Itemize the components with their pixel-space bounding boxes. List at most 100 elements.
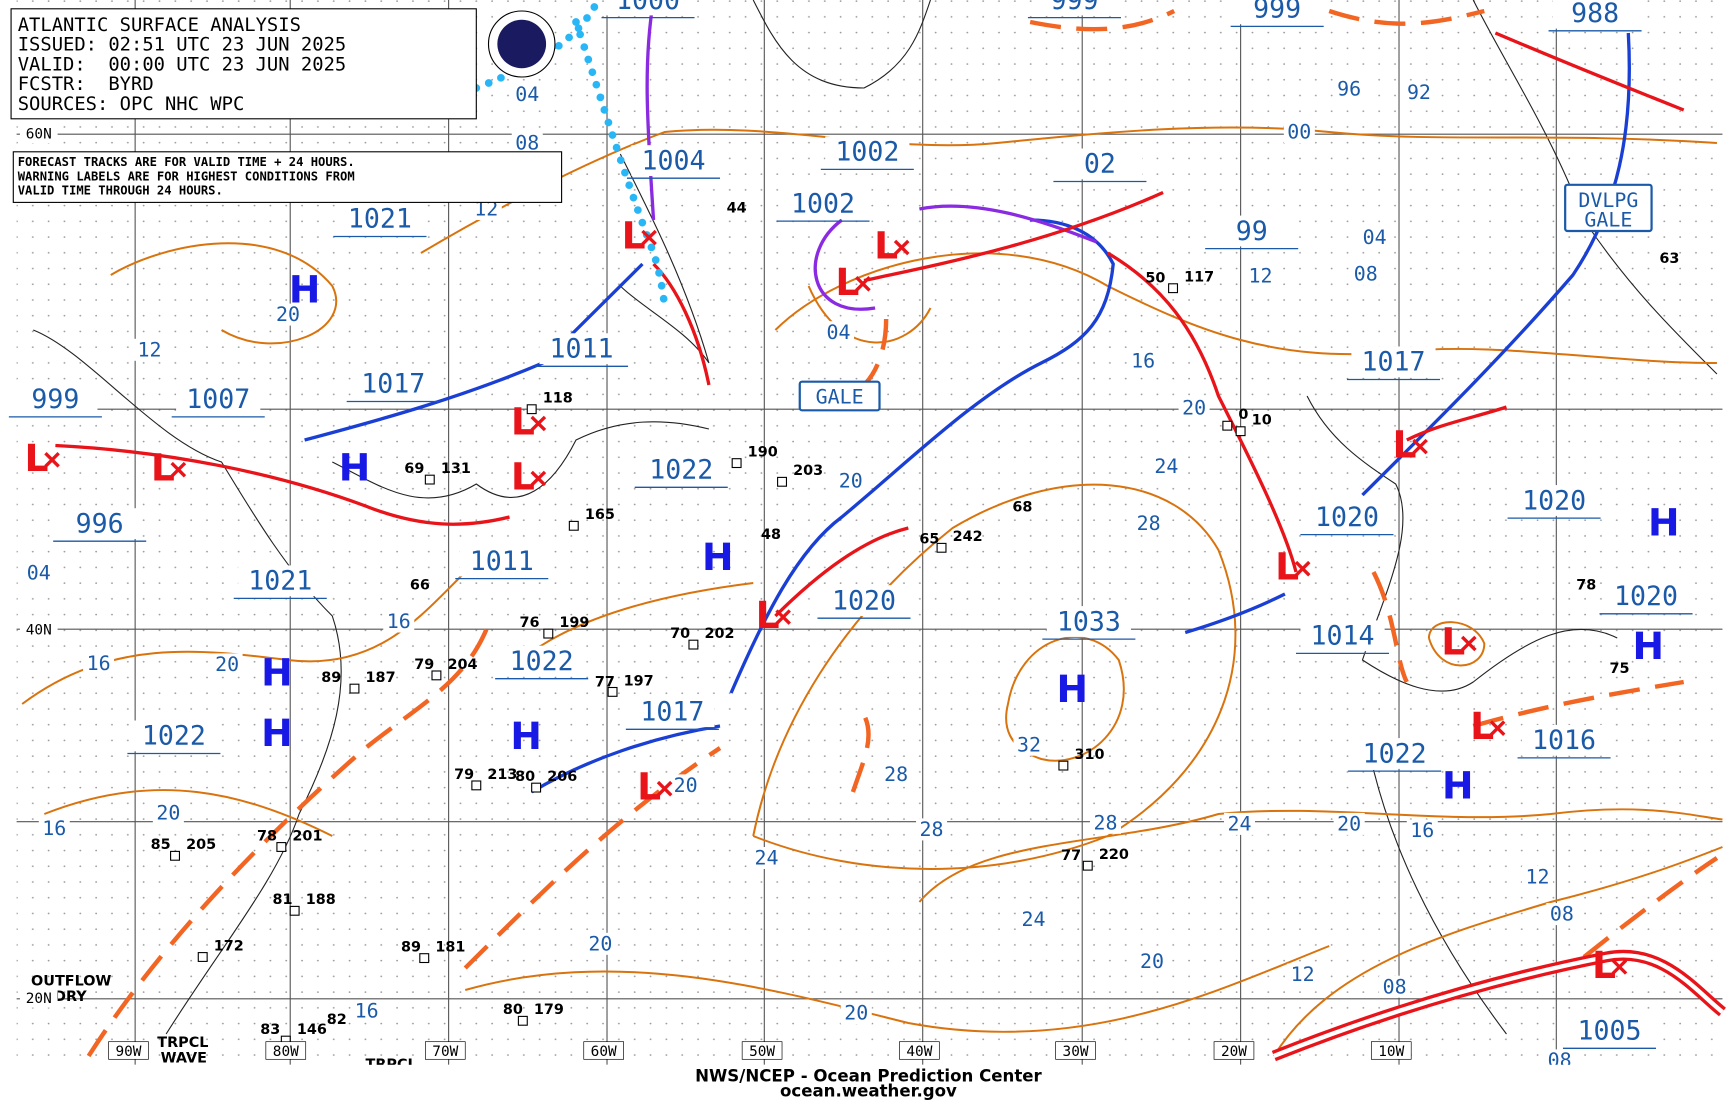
station-marker <box>607 686 618 697</box>
longitude-label: 40W <box>906 1044 932 1060</box>
label-bg <box>1235 0 1320 25</box>
pressure-label: 1005 <box>1577 1016 1641 1047</box>
station-marker <box>1235 426 1246 437</box>
pressure-label: 99 <box>1236 216 1268 247</box>
high-center: H <box>510 714 542 758</box>
station-temp: 75 <box>1609 661 1629 677</box>
axis-label-bg <box>741 1041 783 1060</box>
label-bg <box>1209 215 1294 247</box>
isobar-label: 20 <box>156 802 180 825</box>
station-marker <box>424 474 435 485</box>
station-temp: 79 <box>414 657 434 673</box>
isobar-label: 16 <box>1410 819 1434 842</box>
high-center: H <box>261 711 293 755</box>
low-center: L <box>637 765 661 809</box>
label-bg <box>1046 606 1131 637</box>
station-pressure: 146 <box>297 1022 327 1038</box>
label-bg <box>1552 0 1638 29</box>
station-marker <box>777 476 788 487</box>
isobar-label: 20 <box>1182 397 1206 420</box>
isobar-label: 08 <box>1550 903 1574 926</box>
station-pressure: 201 <box>292 828 322 844</box>
pressure-label: 999 <box>1253 0 1301 25</box>
pressure-label: 1017 <box>1361 347 1425 378</box>
label-bg <box>1013 733 1045 756</box>
isobar-label: 16 <box>355 1000 379 1023</box>
station-pressure: 188 <box>306 892 336 908</box>
station-temp: 78 <box>257 828 277 844</box>
axis-label-bg <box>1055 1041 1096 1060</box>
station-pressure: 172 <box>214 938 244 954</box>
label-bg <box>1521 724 1607 756</box>
label-bg <box>1300 620 1385 652</box>
low-center: L <box>1470 704 1494 748</box>
low-center: L <box>1592 943 1616 987</box>
pressure-label: 1000 <box>616 0 680 16</box>
axis-label-bg <box>265 1041 307 1060</box>
footer-bg <box>0 1064 1728 1100</box>
station-pressure: 199 <box>559 615 589 631</box>
warning-box <box>1564 183 1653 233</box>
label-bg <box>511 132 543 154</box>
station-marker <box>936 542 947 553</box>
label-bg <box>211 653 243 676</box>
low-center: L <box>756 593 780 637</box>
high-center: H <box>289 268 321 312</box>
low-center: L <box>835 260 859 304</box>
station-pressure: 179 <box>534 1002 564 1018</box>
axis-label-bg <box>583 1041 624 1060</box>
isobar-label: 20 <box>215 653 239 676</box>
pressure-label: 996 <box>76 508 124 539</box>
longitude-label: 10W <box>1378 1044 1404 1060</box>
label-bg <box>751 847 783 869</box>
low-x <box>530 415 547 432</box>
label-bg <box>1032 0 1117 16</box>
label-bg <box>134 338 166 361</box>
longitude-label: 50W <box>749 1044 775 1060</box>
label-bg <box>1057 148 1143 180</box>
station-temp: 66 <box>410 578 430 594</box>
label-bg <box>1567 1015 1652 1047</box>
label-bg <box>1287 963 1319 986</box>
station-temp: 70 <box>670 626 690 642</box>
isobar-label: 12 <box>474 198 498 221</box>
header-forecaster: FCSTR: BYRD <box>18 74 154 95</box>
station-marker <box>197 952 208 962</box>
station-pressure: 165 <box>585 507 615 523</box>
low-x <box>44 452 60 468</box>
label-bg <box>630 696 715 728</box>
station-marker <box>471 780 482 791</box>
label-bg <box>539 333 624 365</box>
station-marker <box>276 842 287 852</box>
low-x <box>530 470 547 487</box>
longitude-label: 90W <box>115 1044 141 1060</box>
small-label: OUTFLOW <box>31 974 112 990</box>
high-center: H <box>261 650 293 694</box>
pressure-label: 1007 <box>186 384 250 415</box>
isobar-label: 20 <box>1337 813 1361 836</box>
pressure-label: 1033 <box>1057 606 1121 637</box>
station-marker <box>543 628 554 639</box>
high-center: H <box>1648 501 1680 545</box>
note-line: FORECAST TRACKS ARE FOR VALID TIME + 24 … <box>18 155 355 169</box>
label-bg <box>511 83 543 106</box>
isobar-label: 16 <box>42 817 66 840</box>
longitude-label: 60W <box>591 1044 617 1060</box>
label-bg <box>670 774 702 797</box>
pressure-label: 1011 <box>470 546 534 577</box>
label-bg <box>1546 903 1578 926</box>
station-pressure: 206 <box>547 769 577 785</box>
latitude-label: 40N <box>26 623 52 639</box>
station-temp: 89 <box>401 940 421 956</box>
label-bg <box>821 585 907 616</box>
pressure-label: 999 <box>31 384 79 415</box>
axis-label-bg <box>108 1041 149 1060</box>
label-bg <box>1603 580 1689 612</box>
label-bg <box>1512 485 1597 516</box>
low-center: L <box>151 446 175 490</box>
warning-box <box>798 380 881 412</box>
station-pressure: 117 <box>1184 270 1214 286</box>
label-bg <box>176 383 261 415</box>
label-bg <box>1304 501 1390 533</box>
